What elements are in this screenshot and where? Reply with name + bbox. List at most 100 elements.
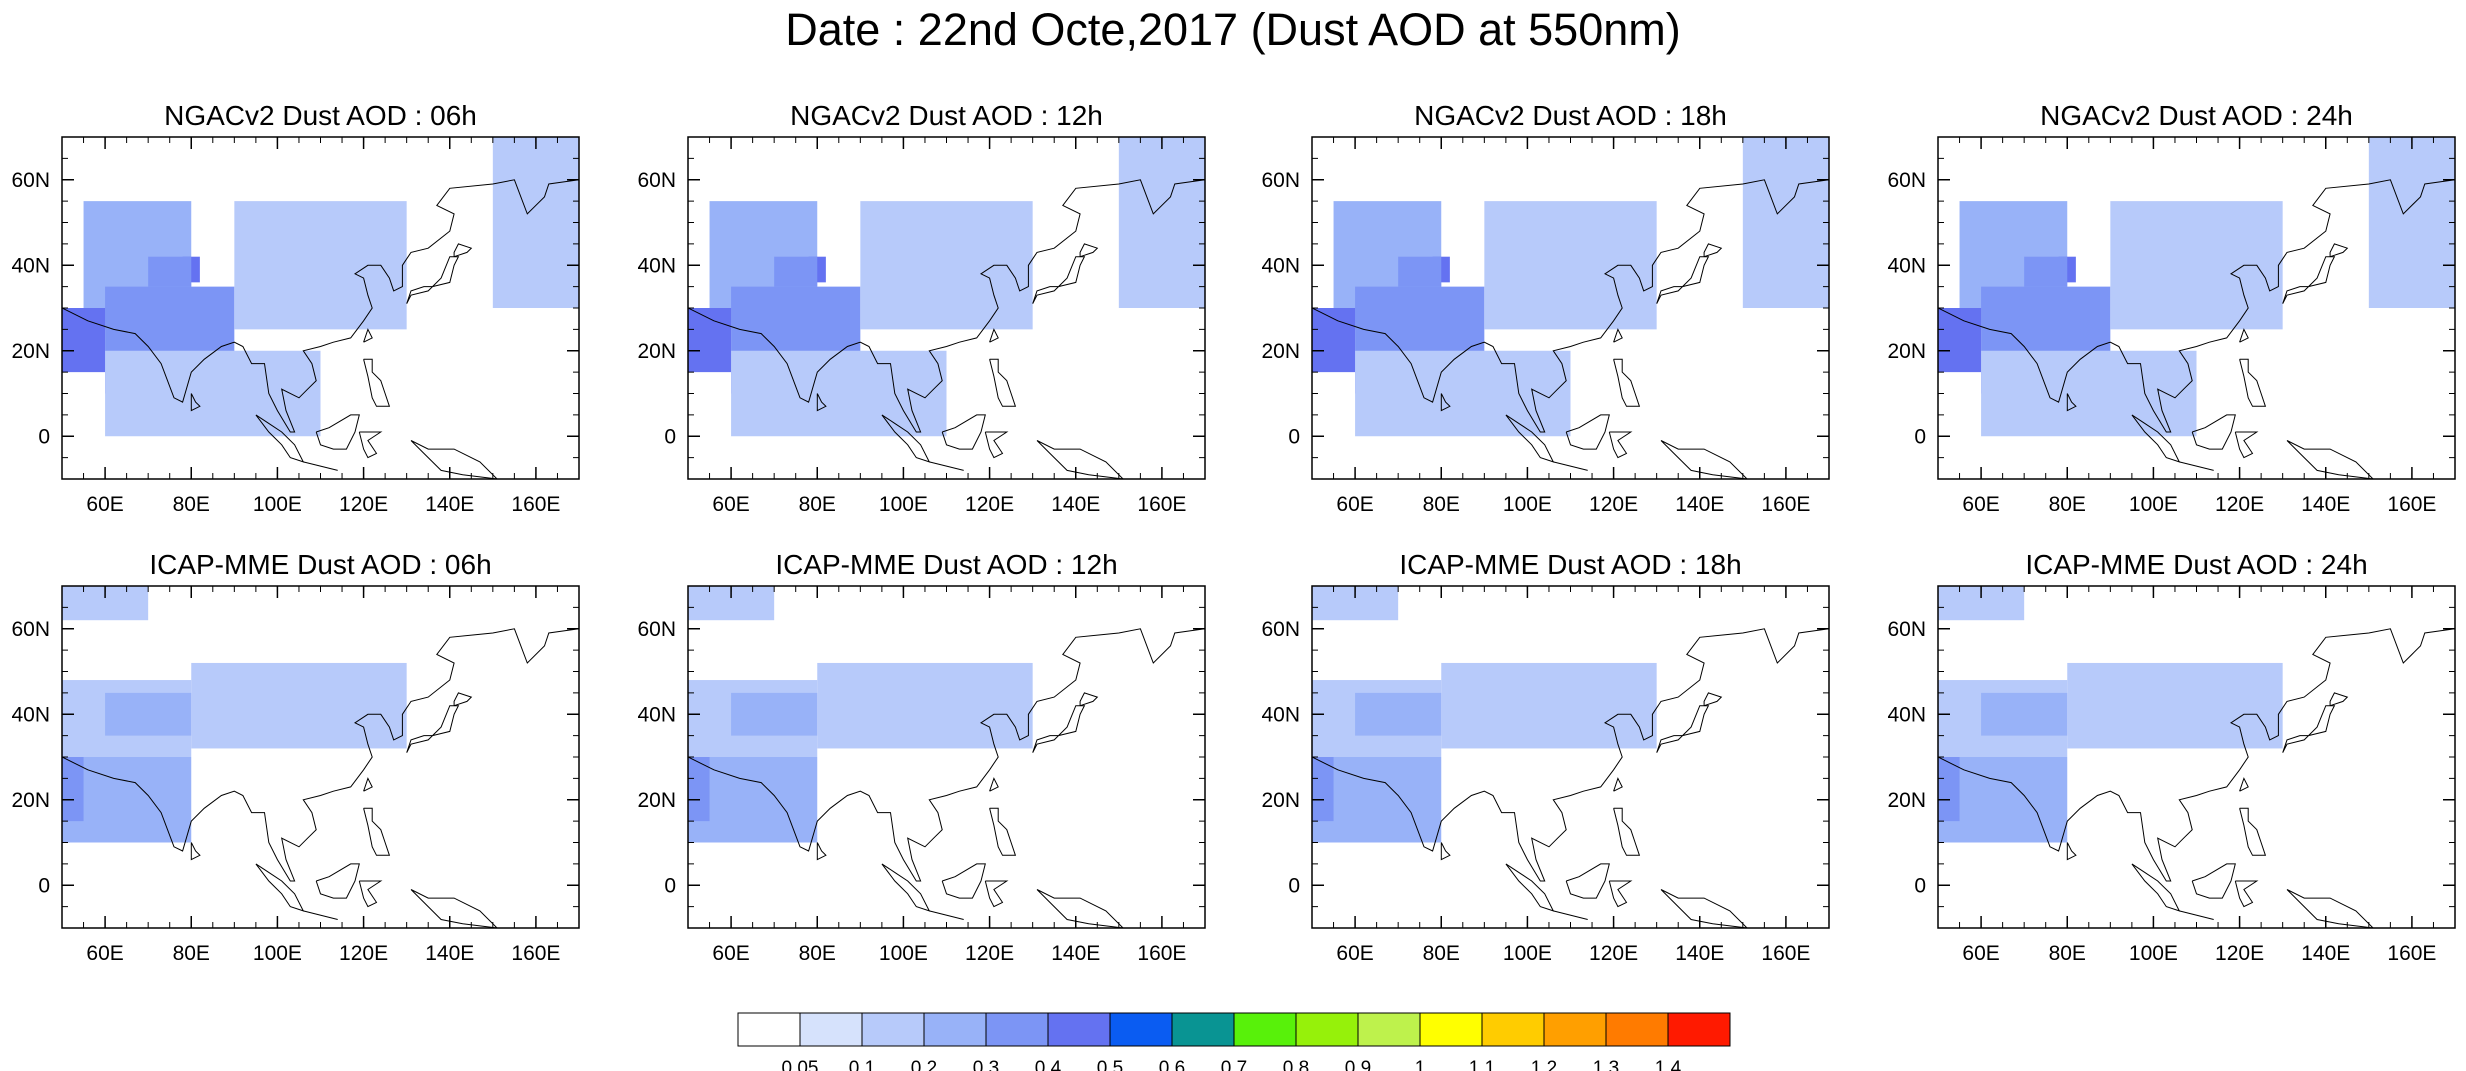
coastline xyxy=(989,358,1017,407)
x-tick-label: 100E xyxy=(253,493,302,516)
coastlines xyxy=(1938,137,2455,479)
colorbar-box xyxy=(737,1012,801,1047)
coastlines xyxy=(688,586,1205,928)
aod-cell xyxy=(2067,662,2283,749)
colorbar-label: 0.2 xyxy=(911,1058,937,1071)
x-tick-label: 60E xyxy=(86,942,123,965)
x-tick-label: 80E xyxy=(173,493,210,516)
y-tick-label: 0 xyxy=(664,425,676,448)
aod-cell xyxy=(1938,757,1960,822)
x-tick-label: 160E xyxy=(1137,942,1186,965)
coastlines xyxy=(62,586,579,928)
colorbar-label: 0.3 xyxy=(973,1058,999,1071)
coastline xyxy=(2239,328,2249,343)
x-tick-label: 100E xyxy=(1503,942,1552,965)
coastline xyxy=(688,586,1205,882)
x-tick-label: 160E xyxy=(511,493,560,516)
aod-cell xyxy=(191,662,407,749)
colorbar-label: 1.1 xyxy=(1469,1058,1495,1071)
colorbar-label: 1.4 xyxy=(1655,1058,1682,1071)
y-tick-label: 60N xyxy=(1261,169,1300,192)
panel-title: NGACv2 Dust AOD : 18h xyxy=(1414,100,1727,131)
x-tick-label: 80E xyxy=(799,493,836,516)
colorbar-label: 0.4 xyxy=(1035,1058,1062,1071)
coastline xyxy=(315,414,360,450)
colorbar-box xyxy=(1419,1012,1483,1047)
aod-cell xyxy=(1118,137,1205,308)
y-tick-label: 60N xyxy=(1261,618,1300,641)
coastline xyxy=(929,461,964,471)
coastline xyxy=(1553,461,1588,471)
colorbar-label: 0.6 xyxy=(1159,1058,1185,1071)
coastline xyxy=(1613,358,1641,407)
y-tick-label: 20N xyxy=(1261,340,1300,363)
panel-title: NGACv2 Dust AOD : 12h xyxy=(790,100,1103,131)
coastline xyxy=(2329,692,2349,707)
y-tick-label: 60N xyxy=(637,169,676,192)
coastline xyxy=(2329,243,2349,258)
coastline xyxy=(1032,256,1086,304)
colorbar-box xyxy=(1109,1012,1173,1047)
coastline xyxy=(2066,842,2077,861)
aod-cell xyxy=(1981,350,2197,437)
colorbar-box xyxy=(1605,1012,1669,1047)
panel-title: ICAP-MME Dust AOD : 12h xyxy=(775,549,1117,580)
y-tick-label: 40N xyxy=(11,703,50,726)
coastline xyxy=(941,414,986,450)
coastline xyxy=(989,807,1017,856)
x-tick-label: 60E xyxy=(1962,942,1999,965)
y-tick-label: 0 xyxy=(1288,425,1300,448)
colorbar-label: 1.3 xyxy=(1593,1058,1619,1071)
x-tick-label: 120E xyxy=(339,942,388,965)
coastline xyxy=(1079,243,1099,258)
coastline xyxy=(2286,440,2374,479)
figure-title: Date : 22nd Octe,2017 (Dust AOD at 550nm… xyxy=(785,4,1681,55)
x-tick-label: 80E xyxy=(173,942,210,965)
colorbar-box xyxy=(1543,1012,1607,1047)
x-tick-label: 60E xyxy=(1962,493,1999,516)
aod-cell xyxy=(731,350,947,437)
coastline xyxy=(406,705,460,753)
map-panel-1: NGACv2 Dust AOD : 06h 60E 80E 100E 120E 140E 1… xyxy=(11,100,580,516)
x-tick-label: 140E xyxy=(425,493,474,516)
coastline xyxy=(2191,863,2236,899)
coastline xyxy=(1079,692,1099,707)
coastline xyxy=(2286,889,2374,928)
y-tick-label: 20N xyxy=(1887,789,1926,812)
y-tick-label: 40N xyxy=(1887,703,1926,726)
map-panel-7: ICAP-MME Dust AOD : 18h 60E 80E 100E 120E 140… xyxy=(1261,549,1830,965)
x-tick-label: 140E xyxy=(1675,493,1724,516)
coastline xyxy=(363,807,391,856)
colorbar-box xyxy=(799,1012,863,1047)
coastline xyxy=(989,328,999,343)
y-tick-label: 0 xyxy=(1288,874,1300,897)
colorbar-label: 0.7 xyxy=(1221,1058,1247,1071)
x-tick-label: 80E xyxy=(1423,493,1460,516)
x-tick-label: 140E xyxy=(2301,942,2350,965)
y-tick-label: 60N xyxy=(11,169,50,192)
coastline xyxy=(1608,880,1633,908)
colorbar-box xyxy=(1047,1012,1111,1047)
x-tick-label: 60E xyxy=(712,942,749,965)
coastline xyxy=(1036,440,1124,479)
x-tick-label: 140E xyxy=(2301,493,2350,516)
aod-cell xyxy=(817,662,1033,749)
coastline xyxy=(1553,910,1588,920)
colorbar-label: 1.2 xyxy=(1531,1058,1557,1071)
y-tick-label: 60N xyxy=(11,618,50,641)
coastline xyxy=(190,393,201,412)
map-panel-2: NGACv2 Dust AOD : 12h 60E 80E 100E 120E 140E 1… xyxy=(637,100,1206,516)
x-tick-label: 160E xyxy=(2387,493,2436,516)
colorbar-box xyxy=(1357,1012,1421,1047)
y-tick-label: 60N xyxy=(1887,169,1926,192)
x-tick-label: 160E xyxy=(1761,942,1810,965)
coastline xyxy=(363,328,373,343)
aod-cell xyxy=(1355,350,1571,437)
coastline xyxy=(2239,358,2267,407)
panel-title: ICAP-MME Dust AOD : 06h xyxy=(149,549,491,580)
x-tick-label: 120E xyxy=(2215,942,2264,965)
aod-cell xyxy=(774,256,818,287)
coastline xyxy=(1608,431,1633,459)
colorbar-label: 0.9 xyxy=(1345,1058,1371,1071)
aod-cell xyxy=(1312,308,1356,373)
